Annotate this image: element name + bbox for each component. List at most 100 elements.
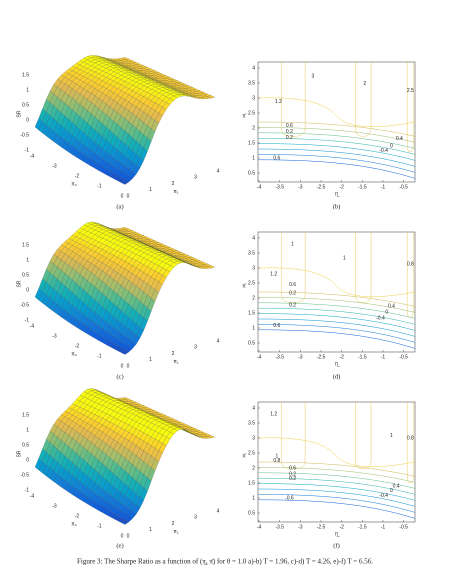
contour-line	[257, 488, 416, 507]
y-tick-label: 2	[252, 295, 255, 301]
contour-line	[257, 307, 416, 325]
x-tick-label: -2	[75, 513, 80, 519]
x-tick-label: -1	[97, 183, 102, 189]
y-tick-label: 1	[149, 187, 152, 193]
x-tick-label: -3.5	[275, 524, 284, 530]
contour-line	[257, 499, 416, 519]
contour-label: -0.4	[376, 316, 385, 322]
x-tick-label: -2	[75, 343, 80, 349]
y-tick-label: 4	[252, 65, 255, 71]
x-tick-label: -1	[381, 184, 386, 190]
surface-plot	[34, 221, 216, 355]
contour-line	[355, 402, 372, 470]
x-axis-label: π₀	[71, 351, 77, 357]
y-tick-label: 3	[252, 435, 255, 441]
y-tick-label: 3	[194, 345, 197, 351]
contour-line	[257, 121, 416, 137]
x-tick-label: -2.5	[317, 184, 326, 190]
contour-plot: -4 -3.5 -3 -2.5 -2 -1.5 -1 -0.5 0.5 1 1.5 2 2.5 3 3.5 4…	[242, 401, 416, 537]
x-tick-label: -2.5	[317, 354, 326, 360]
contour-label: 0.8	[273, 458, 280, 464]
y-tick-label: 4	[252, 235, 255, 241]
y-tick-label: 2	[252, 125, 255, 131]
surface-patch	[121, 519, 129, 525]
z-tick-label: 1	[26, 87, 29, 93]
y-tick-label: 2.5	[248, 450, 255, 456]
x-tick-label: -1.5	[358, 354, 367, 360]
contour-label: 0	[385, 310, 388, 316]
y-tick-label: 4	[217, 508, 220, 514]
contour-line	[355, 62, 372, 137]
contour-line	[257, 483, 416, 501]
contour-label: 1.2	[270, 411, 277, 417]
y-tick-label: 3.5	[248, 420, 255, 426]
contour-line	[257, 318, 416, 337]
z-tick-label: 1.5	[22, 412, 29, 418]
panel-label: (d)	[333, 373, 341, 380]
panel-label: (b)	[333, 203, 341, 210]
contour-line	[257, 291, 416, 307]
y-tick-label: 1.5	[248, 310, 255, 316]
panel-label: (c)	[116, 373, 123, 380]
z-tick-label: 0	[26, 457, 29, 463]
x-tick-label: -2	[339, 524, 344, 530]
contour-label: 3	[312, 74, 315, 80]
y-tick-label: 3.5	[248, 80, 255, 86]
contour-label: 0.2	[289, 476, 296, 482]
contour-line	[406, 402, 414, 484]
y-axis-label: π₁	[173, 359, 178, 365]
surface-plot	[34, 388, 216, 525]
x-tick-label: -3.5	[275, 354, 284, 360]
z-tick-label: -0.5	[20, 302, 29, 308]
contour-line	[355, 232, 372, 303]
x-tick-label: -3	[298, 524, 303, 530]
contour-label: 0	[390, 488, 393, 494]
z-axis-label: SR	[16, 110, 22, 117]
contour-label: 0.2	[289, 471, 296, 477]
contour-line	[257, 132, 416, 149]
contour-label: 1	[275, 453, 278, 459]
y-tick-label: 0.5	[248, 510, 255, 516]
x-tick-label: -2	[339, 184, 344, 190]
y-tick-label: 3.5	[248, 250, 255, 256]
x-tick-label: -4	[257, 524, 262, 530]
contour-label: 0.6	[289, 282, 296, 288]
z-tick-label: 1	[26, 257, 29, 263]
x-tick-label: -2.5	[317, 524, 326, 530]
contour-line	[257, 127, 416, 143]
contour-plot: -4 -3.5 -3 -2.5 -2 -1.5 -1 -0.5 0.5 1 1.5 2 2.5 3 3.5 4…	[242, 61, 416, 197]
contour-line	[257, 97, 416, 128]
contour-line	[257, 461, 416, 477]
y-tick-label: 4	[217, 338, 220, 344]
y-tick-label: 1	[252, 155, 255, 161]
contour-label: 1	[291, 241, 294, 247]
contour-line	[257, 437, 416, 468]
x-tick-label: -3	[298, 354, 303, 360]
y-tick-label: 4	[252, 405, 255, 411]
z-tick-label: -1	[25, 147, 30, 153]
y-tick-label: 4	[217, 168, 220, 174]
contour-line	[281, 402, 306, 470]
z-axis-label: SR	[16, 450, 22, 457]
y-axis-label: π̄	[242, 283, 246, 289]
contour-label: 2.5	[407, 88, 414, 94]
contour-line	[257, 494, 416, 513]
x-tick-label: 0	[121, 363, 124, 369]
contour-label: -0.6	[285, 495, 294, 501]
y-tick-label: 0.5	[248, 340, 255, 346]
x-tick-label: -4	[30, 323, 35, 329]
contour-label: -0.4	[379, 148, 388, 154]
y-tick-label: 3	[252, 95, 255, 101]
y-tick-label: 0	[127, 533, 130, 539]
z-axis-label: SR	[16, 280, 22, 287]
contour-label: 0.8	[407, 262, 414, 268]
contour-line	[257, 137, 416, 155]
y-tick-label: 2	[172, 181, 175, 187]
surface-patch	[121, 179, 129, 185]
x-axis-label: π̲	[335, 191, 340, 197]
contour-line	[257, 148, 416, 167]
z-tick-label: 0.5	[22, 102, 29, 108]
contour-label: 0	[390, 143, 393, 149]
